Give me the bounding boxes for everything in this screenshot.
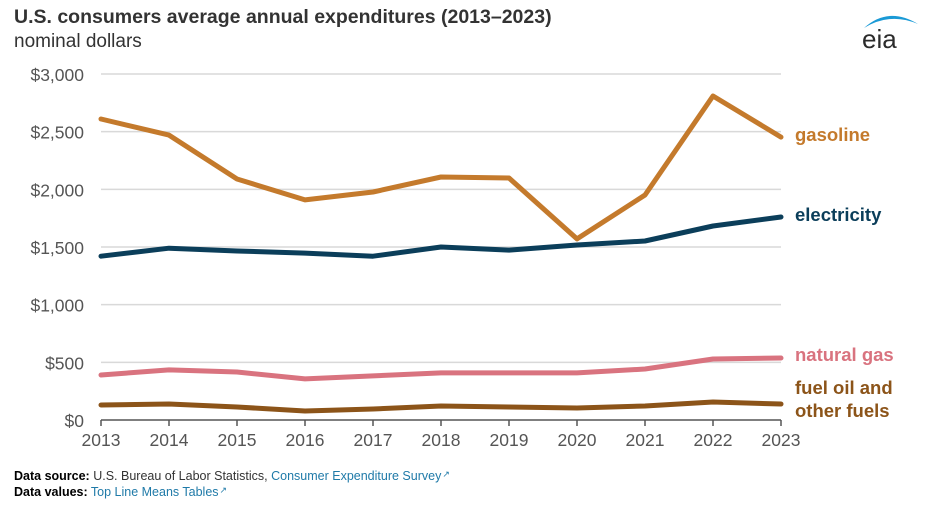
eia-logo-text: eia xyxy=(862,24,897,52)
eia-logo-swoosh-icon xyxy=(864,15,918,28)
y-axis: $0 $500 $1,000 $1,500 $2,000 $2,500 $3,000 xyxy=(30,65,84,431)
x-tick-label: 2021 xyxy=(626,430,665,450)
y-tick-label: $500 xyxy=(45,353,84,373)
series-label-natural-gas: natural gas xyxy=(795,344,894,365)
series-lines xyxy=(98,93,784,414)
series-label-gasoline: gasoline xyxy=(795,124,870,145)
series-label-fuel-oil: fuel oil and other fuels xyxy=(795,377,893,421)
x-tick-label: 2019 xyxy=(490,430,529,450)
y-tick-label: $3,000 xyxy=(30,65,84,85)
data-source-text: U.S. Bureau of Labor Statistics, xyxy=(93,469,268,483)
x-tick-label: 2020 xyxy=(558,430,597,450)
y-tick-label: $1,500 xyxy=(30,238,84,258)
chart-title: U.S. consumers average annual expenditur… xyxy=(14,6,552,28)
eia-logo: eia xyxy=(862,15,918,52)
x-axis: 2013 2014 2015 2016 2017 2018 2019 2020 2021 2022… xyxy=(82,419,801,450)
y-tick-label: $2,500 xyxy=(30,123,84,143)
series-line-fuel-oil xyxy=(98,399,784,414)
y-tick-label: $1,000 xyxy=(30,296,84,316)
x-tick-label: 2017 xyxy=(354,430,393,450)
series-line-gasoline xyxy=(98,93,784,242)
series-line-natural-gas xyxy=(98,355,784,382)
external-link-icon: ↗ xyxy=(219,485,228,495)
x-tick-label: 2013 xyxy=(82,430,121,450)
y-tick-label: $0 xyxy=(65,411,85,431)
series-labels: gasoline electricity natural gas fuel oil a… xyxy=(795,124,894,421)
series-line-electricity xyxy=(98,214,784,259)
grid-lines xyxy=(101,73,781,364)
series-label-electricity: electricity xyxy=(795,204,882,225)
x-tick-label: 2018 xyxy=(422,430,461,450)
data-values-label: Data values: xyxy=(14,485,88,499)
x-tick-label: 2016 xyxy=(286,430,325,450)
top-line-means-tables-link[interactable]: Top Line Means Tables xyxy=(90,485,219,499)
consumer-expenditure-survey-link[interactable]: Consumer Expenditure Survey xyxy=(271,469,442,483)
x-tick-label: 2022 xyxy=(694,430,733,450)
external-link-icon: ↗ xyxy=(442,469,450,479)
chart-subtitle: nominal dollars xyxy=(14,31,142,52)
data-source-label: Data source: xyxy=(14,469,90,483)
x-tick-label: 2014 xyxy=(150,430,189,450)
data-values-line: Data values: Top Line Means Tables↗ xyxy=(14,485,227,499)
x-tick-label: 2015 xyxy=(218,430,257,450)
data-source-line: Data source: U.S. Bureau of Labor Statis… xyxy=(14,469,450,483)
x-tick-label: 2023 xyxy=(762,430,801,450)
y-tick-label: $2,000 xyxy=(30,180,84,200)
